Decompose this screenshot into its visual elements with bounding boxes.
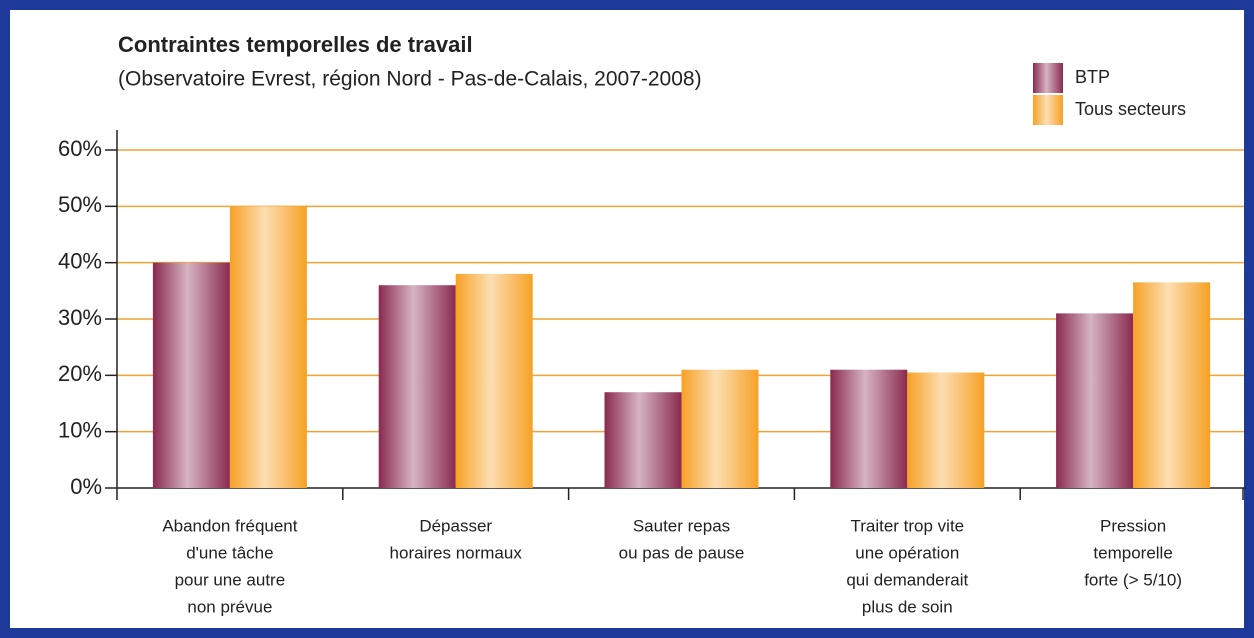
x-tick-label: une opération [855,543,959,562]
x-tick-label: plus de soin [862,597,953,616]
legend-label: Tous secteurs [1075,99,1186,119]
legend-swatch [1033,63,1063,93]
y-tick-label: 0% [70,474,102,499]
legend-label: BTP [1075,67,1110,87]
x-tick-label: forte (> 5/10) [1084,570,1182,589]
y-tick-label: 20% [58,361,102,386]
bar [1133,282,1211,488]
bar [830,369,908,488]
x-tick-label: ou pas de pause [619,543,745,562]
x-tick-label: d'une tâche [186,543,273,562]
bar [378,285,456,488]
y-tick-label: 50% [58,192,102,217]
x-tick-label: Dépasser [419,516,492,535]
bar [907,372,985,488]
bar [229,206,307,489]
chart-subtitle: (Observatoire Evrest, région Nord - Pas-… [118,68,702,91]
bar [1056,313,1134,488]
bar [152,262,230,488]
x-tick-label: Sauter repas [633,516,730,535]
bar [455,273,533,488]
bar [681,369,759,488]
y-tick-label: 60% [58,136,102,161]
x-tick-label: qui demanderait [846,570,968,589]
x-tick-label: Abandon fréquent [162,516,297,535]
bar [604,392,682,488]
x-tick-label: Traiter trop vite [850,516,964,535]
chart-title: Contraintes temporelles de travail [118,32,473,57]
x-tick-label: Pression [1100,516,1166,535]
y-tick-label: 10% [58,417,102,442]
y-tick-label: 30% [58,305,102,330]
x-tick-label: non prévue [187,597,272,616]
y-tick-label: 40% [58,248,102,273]
x-tick-label: temporelle [1093,543,1172,562]
legend-swatch [1033,95,1063,125]
x-tick-label: horaires normaux [390,543,523,562]
x-tick-label: pour une autre [175,570,286,589]
